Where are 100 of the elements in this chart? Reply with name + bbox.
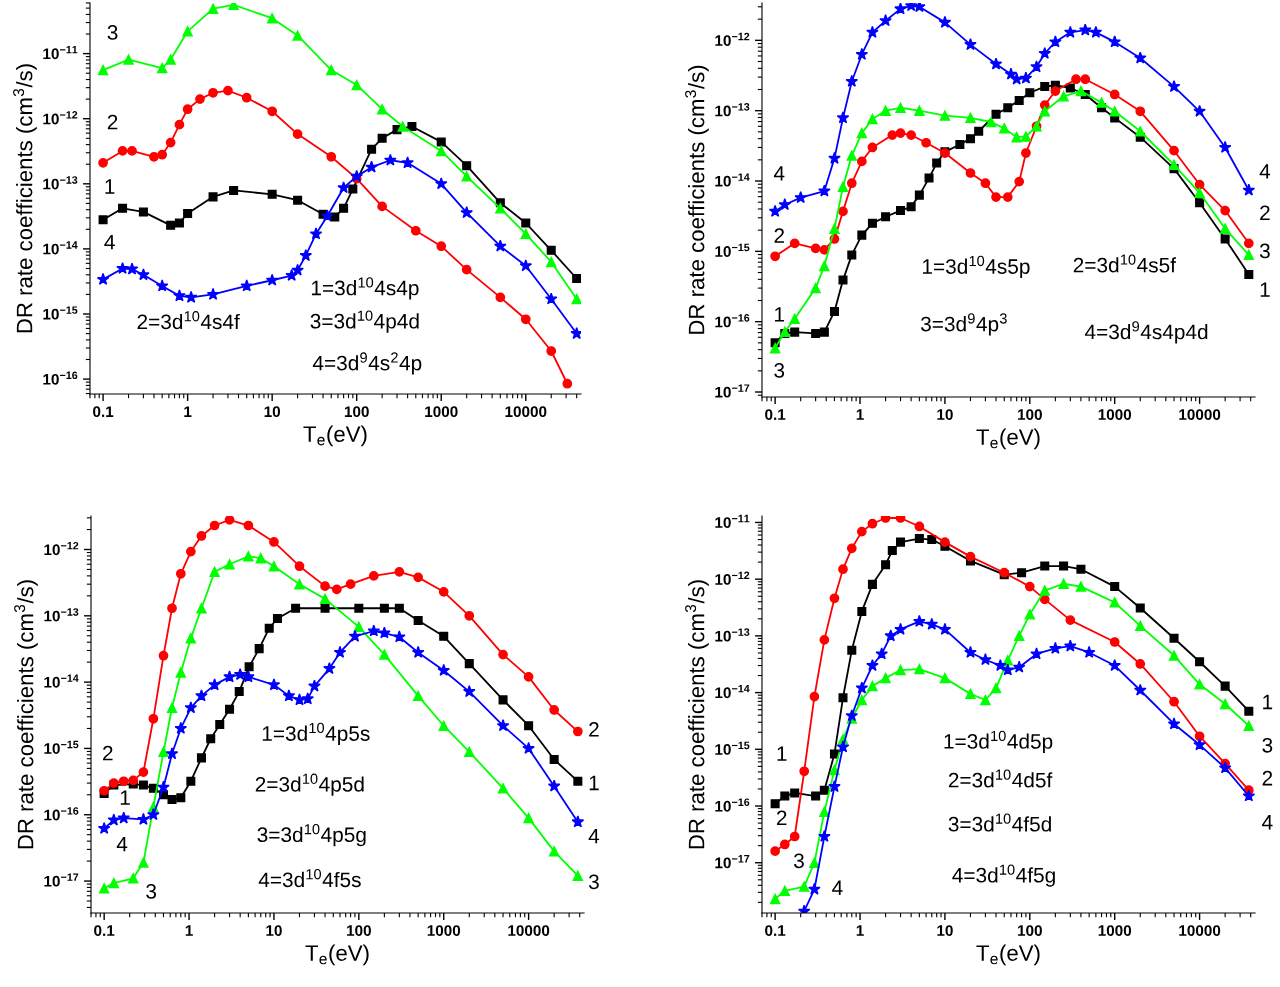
annotation: 3=3d$^{10}$4p4d xyxy=(310,310,419,333)
annotation: 3 xyxy=(146,883,157,899)
y-tick-label: 10$^{−15}$ xyxy=(44,740,79,754)
x-axis-title: T$_{e}$(eV) xyxy=(303,425,367,447)
text: 3 xyxy=(1259,243,1270,259)
y-axis-title: DR rate coefficients (cm$^{3}$/s) xyxy=(685,580,709,849)
x-tick-label: 1 xyxy=(856,925,864,936)
annotation: 4 xyxy=(104,234,115,250)
x-tick-label: 0.1 xyxy=(765,925,786,936)
annotation: 3 xyxy=(107,25,118,40)
x-tick-label: 1000 xyxy=(425,406,458,418)
annotation: 2 xyxy=(107,114,118,130)
x-tick-label: 1 xyxy=(856,409,864,420)
y-tick-label: 10$^{−11}$ xyxy=(715,514,750,529)
x-tick-label: 0.1 xyxy=(93,406,114,418)
x-tick-label: 1 xyxy=(184,406,192,417)
annotation: 3 xyxy=(793,853,804,869)
x-tick-label: 10000 xyxy=(1179,409,1221,420)
annotation: 2 xyxy=(774,228,784,243)
y-tick-label: 10$^{−13}$ xyxy=(43,176,78,190)
annotation: 4=3d$^{9}$4s$^{2}$4p xyxy=(312,352,422,375)
y-tick-label: 10$^{−13}$ xyxy=(715,103,750,117)
y-tick-label: 10$^{−13}$ xyxy=(715,628,750,642)
text: 2 xyxy=(589,722,599,737)
y-axis-title: DR rate coefficients (cm$^{3}$/s) xyxy=(14,580,38,849)
x-tick-label: 1000 xyxy=(1098,925,1132,936)
x-tick-label: 1 xyxy=(185,925,193,936)
annotation: 1 xyxy=(777,746,787,761)
y-tick-label: 10$^{−14}$ xyxy=(44,674,79,688)
text: 1 xyxy=(1260,282,1270,297)
y-tick-label: 10$^{−14}$ xyxy=(715,684,750,699)
annotation: 1=3d$^{10}$4p5s xyxy=(262,722,370,746)
text: 2 xyxy=(1260,205,1270,220)
text: 3 xyxy=(588,874,599,890)
annotation: 1 xyxy=(120,790,130,805)
text: 4 xyxy=(1259,164,1271,179)
y-tick-label: 10$^{−14}$ xyxy=(715,173,750,187)
y-tick-label: 10$^{−16}$ xyxy=(43,371,78,385)
y-tick-label: 10$^{−13}$ xyxy=(44,608,79,622)
annotation: 3=3d$^{10}$4f5d xyxy=(948,813,1051,832)
x-tick-label: 0.1 xyxy=(765,409,786,420)
y-tick-label: 10$^{−12}$ xyxy=(715,32,750,47)
x-tick-label: 100 xyxy=(347,925,371,936)
x-tick-label: 0.1 xyxy=(94,925,115,936)
y-tick-label: 10$^{−17}$ xyxy=(715,855,750,869)
annotation: 4=3d$^{10}$4f5g xyxy=(952,864,1055,887)
annotation: 3 xyxy=(774,362,785,378)
y-tick-label: 10$^{−15}$ xyxy=(43,306,78,320)
annotation: 1=3d$^{10}$4s5p xyxy=(922,255,1030,279)
x-axis-title: T$_{e}$(eV) xyxy=(976,944,1040,966)
y-tick-label: 10$^{−16}$ xyxy=(44,807,79,821)
x-tick-label: 100 xyxy=(344,406,369,418)
annotation: 1=3d$^{10}$4s4p xyxy=(311,277,419,300)
annotation: 2 xyxy=(103,745,113,761)
annotation: 1 xyxy=(105,179,115,194)
x-tick-label: 10000 xyxy=(505,406,547,418)
y-tick-label: 10$^{−15}$ xyxy=(715,243,750,257)
text: 1 xyxy=(1263,694,1273,710)
y-tick-label: 10$^{−17}$ xyxy=(44,873,79,887)
annotation: 2=3d$^{10}$4p5d xyxy=(255,773,364,796)
annotation: 2 xyxy=(776,810,787,826)
y-tick-label: 10$^{−17}$ xyxy=(715,384,750,398)
text: 3=3d$^{9}$4p xyxy=(920,313,999,336)
text: 3 xyxy=(1262,737,1273,753)
y-tick-label: 10$^{−11}$ xyxy=(43,46,78,60)
text: 1 xyxy=(589,775,599,791)
x-tick-label: 100 xyxy=(1018,925,1042,936)
x-tick-label: 10 xyxy=(937,925,953,936)
x-tick-label: 100 xyxy=(1018,409,1042,420)
y-tick-label: 10$^{−15}$ xyxy=(715,741,750,755)
y-tick-label: 10$^{−16}$ xyxy=(715,314,750,328)
annotation: 2=3d$^{10}$4s4f xyxy=(137,311,240,330)
x-tick-label: 10000 xyxy=(508,925,550,936)
text: 4 xyxy=(588,829,600,844)
x-tick-label: 1000 xyxy=(1098,409,1132,420)
annotation: 1=3d$^{10}$4d5p xyxy=(944,730,1053,753)
x-axis-title: T$_{e}$(eV) xyxy=(305,944,369,966)
x-tick-label: 10 xyxy=(266,925,282,936)
annotation: 4 xyxy=(773,166,785,181)
y-axis-title: DR rate coefficients (cm$^{3}$/s) xyxy=(685,65,709,334)
annotation: 1 xyxy=(775,307,785,322)
annotation: 3 xyxy=(999,313,1007,324)
annotation: 4=3d$^{9}$4s4p4d xyxy=(1084,321,1208,344)
annotation: 3=3d$^{10}$4p5g xyxy=(257,824,366,847)
y-tick-label: 10$^{−16}$ xyxy=(715,798,750,812)
y-tick-label: 10$^{−14}$ xyxy=(43,241,78,255)
text: 2 xyxy=(1262,770,1273,786)
x-tick-label: 10000 xyxy=(1179,925,1221,936)
annotation: 2=3d$^{10}$4d5f xyxy=(948,769,1053,788)
annotation: 4 xyxy=(832,880,843,895)
x-tick-label: 10 xyxy=(937,409,953,420)
y-axis-title: DR rate coefficients (cm$^{3}$/s) xyxy=(13,64,37,333)
x-axis-title: T$_{e}$(eV) xyxy=(976,428,1040,450)
annotation: 2=3d$^{10}$4s5f xyxy=(1073,254,1177,273)
annotation: 4 xyxy=(116,836,128,852)
y-tick-label: 10$^{−12}$ xyxy=(44,541,79,556)
y-tick-label: 10$^{−12}$ xyxy=(715,571,750,585)
text: 4 xyxy=(1262,815,1273,830)
y-tick-label: 10$^{−12}$ xyxy=(43,111,78,125)
annotation: 4=3d$^{10}$4f5s xyxy=(258,869,361,888)
